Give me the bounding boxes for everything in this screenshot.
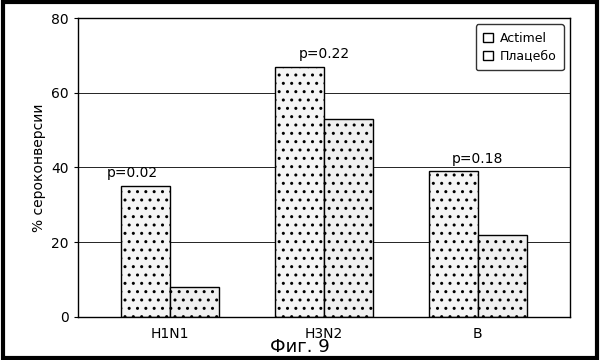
Bar xyxy=(275,67,324,317)
Bar xyxy=(170,287,220,317)
Text: p=0.22: p=0.22 xyxy=(298,47,350,61)
Bar xyxy=(428,171,478,317)
Legend: Actimel, Плацебо: Actimel, Плацебо xyxy=(476,24,564,70)
Text: p=0.18: p=0.18 xyxy=(452,152,503,166)
Text: Фиг. 9: Фиг. 9 xyxy=(270,338,330,356)
Text: p=0.02: p=0.02 xyxy=(106,166,157,180)
Bar xyxy=(478,235,527,317)
Bar xyxy=(324,119,373,317)
Y-axis label: % сероконверсии: % сероконверсии xyxy=(32,103,46,231)
Bar xyxy=(121,186,170,317)
